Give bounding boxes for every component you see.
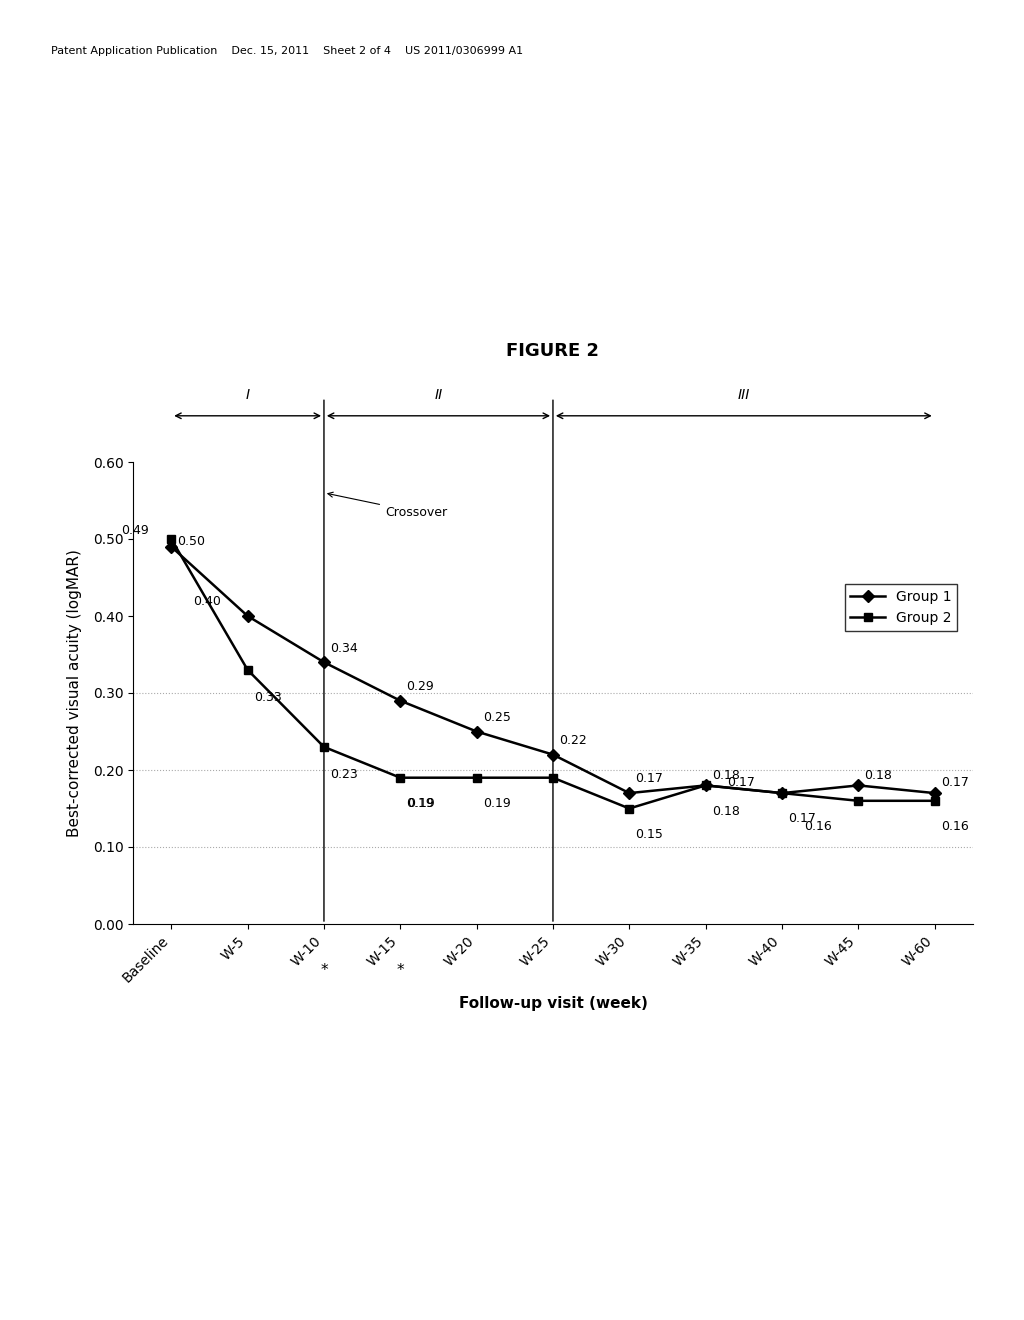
Text: 0.18: 0.18: [712, 768, 739, 781]
Group 2: [699, 777, 712, 793]
Text: 0.33: 0.33: [254, 692, 282, 705]
Text: 0.16: 0.16: [804, 820, 831, 833]
Text: Crossover: Crossover: [328, 492, 447, 519]
Text: *: *: [396, 962, 404, 978]
Group 2: [242, 663, 254, 678]
Text: 0.18: 0.18: [712, 805, 739, 817]
Group 1: [624, 785, 636, 801]
Group 1: [929, 785, 941, 801]
Text: II: II: [434, 388, 442, 403]
Group 1: [242, 609, 254, 624]
Text: Patent Application Publication    Dec. 15, 2011    Sheet 2 of 4    US 2011/03069: Patent Application Publication Dec. 15, …: [51, 46, 523, 57]
Text: 0.17: 0.17: [727, 776, 756, 789]
Group 1: [317, 655, 330, 671]
Text: 0.23: 0.23: [330, 768, 357, 781]
Text: 0.19: 0.19: [407, 797, 434, 810]
Group 2: [624, 800, 636, 816]
Text: 0.18: 0.18: [864, 768, 892, 781]
Text: 0.17: 0.17: [941, 776, 969, 789]
Group 1: [394, 693, 407, 709]
Text: 0.15: 0.15: [636, 828, 664, 841]
Text: 0.29: 0.29: [407, 680, 434, 693]
Text: 0.34: 0.34: [330, 642, 357, 655]
Group 1: [852, 777, 864, 793]
Text: 0.17: 0.17: [636, 772, 664, 785]
Text: FIGURE 2: FIGURE 2: [507, 342, 599, 360]
Group 1: [547, 747, 559, 763]
Text: 0.40: 0.40: [194, 595, 221, 609]
Group 2: [776, 785, 788, 801]
Text: III: III: [737, 388, 750, 403]
Legend: Group 1, Group 2: Group 1, Group 2: [845, 585, 957, 631]
Text: 0.22: 0.22: [559, 734, 587, 747]
Group 2: [394, 770, 407, 785]
Text: 0.25: 0.25: [482, 710, 511, 723]
Group 2: [929, 793, 941, 809]
Text: *: *: [321, 962, 328, 978]
Group 2: [547, 770, 559, 785]
Line: Group 1: Group 1: [167, 543, 939, 797]
Y-axis label: Best-corrected visual acuity (logMAR): Best-corrected visual acuity (logMAR): [67, 549, 82, 837]
Group 1: [470, 723, 482, 739]
Group 1: [776, 785, 788, 801]
Group 2: [317, 739, 330, 755]
Line: Group 2: Group 2: [167, 535, 939, 813]
Text: 0.19: 0.19: [483, 797, 511, 810]
Group 2: [165, 531, 177, 546]
Group 2: [470, 770, 482, 785]
Text: 0.19: 0.19: [407, 797, 434, 810]
Text: 0.49: 0.49: [121, 524, 148, 537]
Text: 0.17: 0.17: [788, 812, 816, 825]
Group 2: [852, 793, 864, 809]
Text: 0.16: 0.16: [941, 820, 969, 833]
Group 1: [165, 539, 177, 554]
Text: I: I: [246, 388, 250, 403]
Text: 0.50: 0.50: [177, 535, 206, 548]
Group 1: [699, 777, 712, 793]
X-axis label: Follow-up visit (week): Follow-up visit (week): [459, 997, 647, 1011]
